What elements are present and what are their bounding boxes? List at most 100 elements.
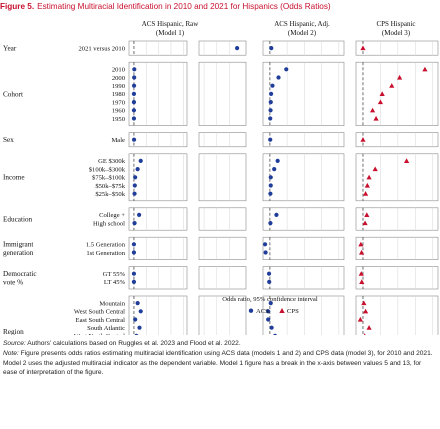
cps-point-model3: [360, 137, 366, 142]
acs-point-model1: [133, 317, 138, 322]
panel-frame: [355, 266, 439, 290]
x-axis-label: Odds ratio, 95% confidence interval: [222, 296, 318, 303]
acs-point-model1: [235, 46, 240, 51]
panel-frame: [355, 61, 439, 126]
acs-point-model1: [131, 242, 137, 247]
panel-frame: [128, 153, 188, 202]
acs-point-model2: [273, 333, 277, 335]
odds-ratio-chart: Figure 5. Estimating Multiracial Identifi…: [0, 2, 439, 335]
row-label: West North Central: [74, 333, 125, 335]
row-label: 2000: [112, 75, 126, 82]
note-text: Figure presents odds ratios estimating m…: [3, 350, 433, 377]
panel-frame: [198, 132, 247, 148]
cps-point-model3: [358, 249, 365, 255]
legend-cps-marker: [279, 308, 285, 313]
row-label: 2021 versus 2010: [78, 45, 125, 52]
cps-point-model3: [366, 174, 372, 180]
panels-layer: ACS Hispanic, Raw(Model 1) ACS Hispanic, …: [128, 20, 439, 335]
acs-point-model2: [274, 212, 279, 217]
acs-point-model2: [266, 271, 272, 276]
panel-frame: [198, 295, 247, 335]
group-label: Immigrant generation: [3, 241, 34, 258]
cps-point-model3: [359, 279, 365, 284]
acs-point-model1: [135, 167, 140, 172]
panel-frame: [128, 61, 188, 126]
acs-point-model2: [269, 91, 274, 96]
row-label: 1st Generation: [86, 250, 125, 257]
acs-point-model2: [266, 317, 271, 322]
acs-point-model2: [268, 116, 273, 121]
acs-point-model2: [263, 250, 268, 255]
acs-point-model2: [275, 158, 280, 163]
group-label: Region: [3, 328, 24, 335]
acs-point-model2: [268, 301, 273, 306]
panel-subtitle-3: (Model 3): [382, 29, 411, 37]
cps-point-model3: [379, 91, 385, 96]
panel-frame: [128, 266, 188, 290]
cps-point-model3: [364, 182, 370, 188]
panel-frame: [198, 40, 247, 56]
panel-title-3: CPS Hispanic: [376, 20, 415, 28]
panel-subtitle-2: (Model 2): [288, 29, 317, 37]
acs-point-model1: [134, 333, 139, 335]
figure-label: Figure 5.: [0, 2, 34, 11]
group-label: Sex: [3, 136, 14, 144]
acs-point-model2: [268, 100, 273, 105]
cps-point-model3: [366, 325, 372, 330]
marks-layer: [131, 45, 428, 335]
panel-frame: [355, 40, 439, 56]
panel-frame: [262, 236, 345, 260]
panel-frame: [198, 207, 247, 231]
panel-frame: [128, 236, 188, 260]
cps-point-model3: [362, 220, 368, 226]
row-label: South Atlantic: [87, 325, 125, 332]
acs-point-model1: [138, 309, 143, 314]
cps-point-model3: [403, 158, 410, 163]
row-label: 1950: [112, 116, 126, 123]
legend-cps-label: CPS: [287, 308, 299, 315]
group-label: Democratic vote %: [3, 270, 37, 287]
acs-point-model1: [132, 67, 137, 72]
group-label: Income: [3, 174, 25, 182]
acs-point-model1: [132, 221, 137, 226]
panel-title-2: ACS Hispanic, Adj.: [274, 20, 330, 28]
panel-frame: [262, 61, 345, 126]
note-label: Note:: [3, 350, 19, 357]
cps-point-model3: [373, 115, 379, 121]
row-label: East South Central: [76, 317, 126, 324]
row-label: West South Central: [74, 309, 125, 316]
row-label: GE $300k: [98, 158, 126, 165]
panel-frame: [198, 61, 247, 126]
acs-point-model1: [131, 83, 137, 88]
row-label: 2010: [112, 67, 126, 74]
acs-point-model1: [138, 158, 143, 163]
row-label: $25k–$50k: [95, 191, 125, 198]
cps-point-model3: [397, 74, 403, 80]
row-label: High school: [93, 220, 125, 227]
legend: ACS CPS: [248, 308, 299, 315]
cps-point-model3: [357, 316, 363, 322]
panel-frame: [355, 132, 439, 148]
acs-point-model1: [132, 183, 137, 188]
acs-point-model2: [267, 279, 272, 284]
acs-point-model2: [262, 242, 268, 247]
acs-point-model2: [270, 83, 275, 88]
cps-point-model3: [372, 166, 378, 172]
figure-title-text: Estimating Multiracial Identification in…: [37, 2, 331, 11]
row-label: Male: [111, 137, 125, 144]
acs-point-model2: [269, 325, 274, 330]
acs-point-model2: [268, 221, 273, 226]
panel-frame: [262, 40, 345, 56]
source-label: Source:: [3, 340, 26, 347]
row-label: GT 55%: [103, 271, 126, 278]
group-label: Education: [3, 215, 33, 223]
acs-point-model1: [132, 75, 137, 80]
acs-point-model1: [135, 301, 140, 306]
row-label: LT 45%: [104, 279, 126, 286]
cps-point-model3: [389, 83, 395, 88]
row-label: 1980: [112, 91, 126, 98]
source-text: Authors’ calculations based on Ruggles e…: [25, 340, 241, 347]
group-label: Cohort: [3, 90, 23, 98]
acs-point-model2: [268, 137, 273, 142]
cps-point-model3: [364, 212, 370, 217]
